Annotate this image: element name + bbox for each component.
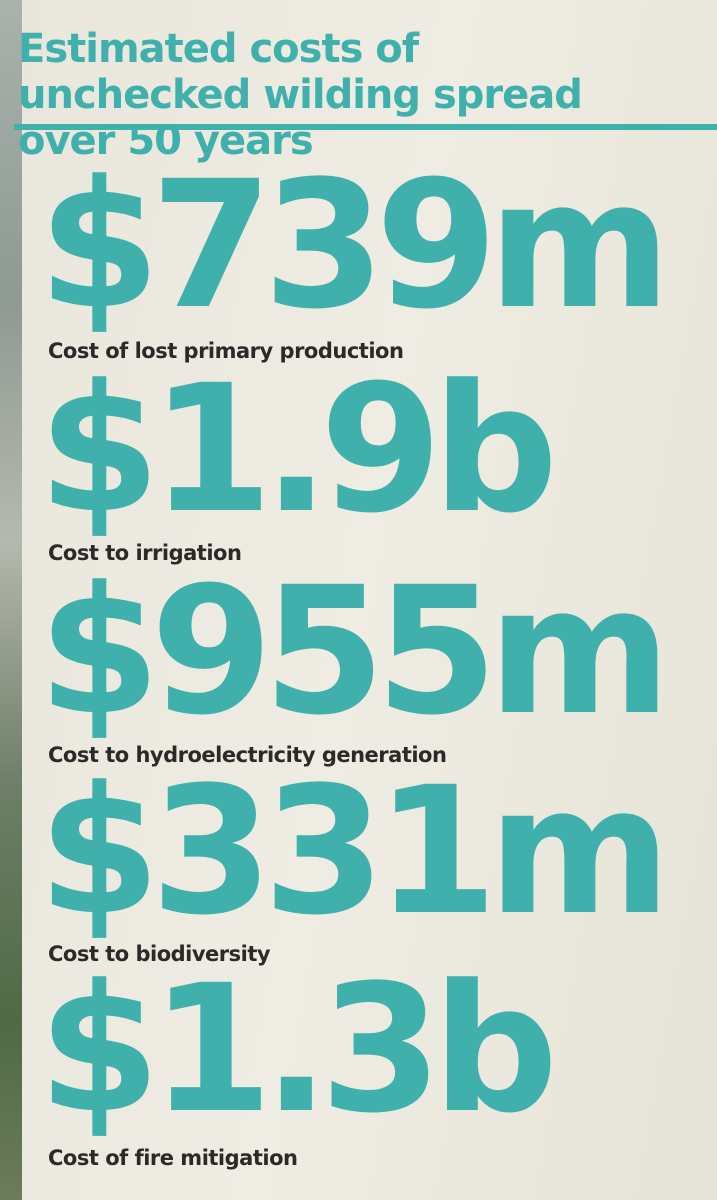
- amount: $739m: [38, 143, 671, 348]
- photo-edge: [0, 0, 22, 1200]
- amount-label: Cost of lost primary production: [48, 339, 404, 363]
- title-rule: [14, 124, 717, 130]
- amount-label: Cost to irrigation: [48, 541, 242, 565]
- amount-label: Cost to hydroelectricity generation: [48, 743, 447, 767]
- amount: $1.3b: [38, 947, 558, 1152]
- amount-label: Cost to biodiversity: [48, 942, 271, 966]
- amount: $955m: [38, 549, 671, 754]
- amount-label: Cost of fire mitigation: [48, 1146, 298, 1170]
- amount: $1.9b: [38, 347, 558, 552]
- amount: $331m: [38, 749, 671, 954]
